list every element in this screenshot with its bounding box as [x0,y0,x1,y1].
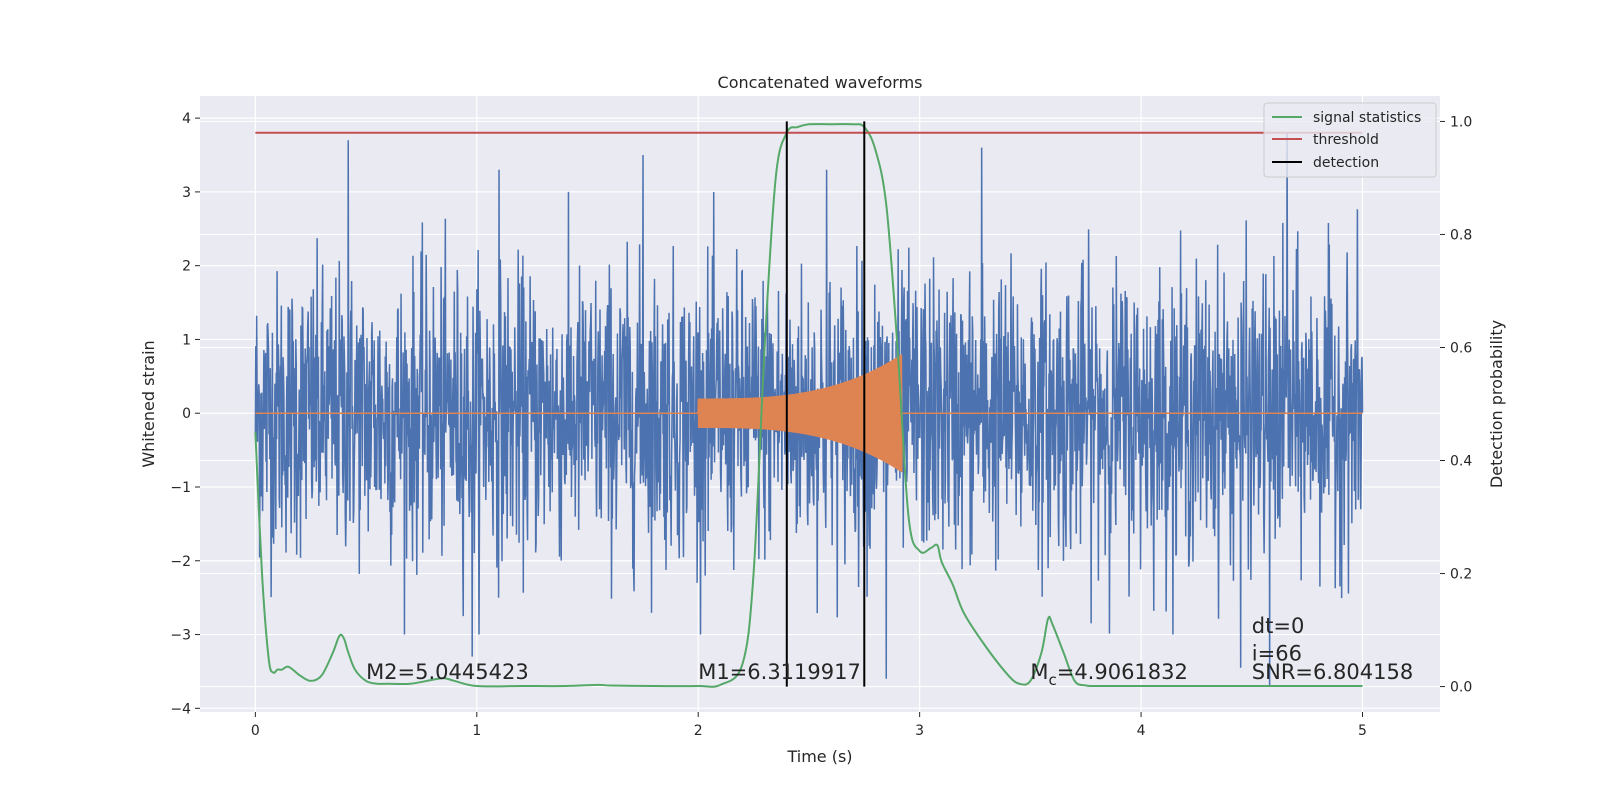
y2-axis-label: Detection probability [1487,320,1506,488]
x-tick-label: 5 [1358,723,1367,739]
x-tick-label: 3 [915,723,924,739]
annotation-dt: dt=0 [1252,614,1305,638]
y-tick-label: 2 [182,259,191,275]
y2-tick-label: 0.2 [1450,567,1472,583]
y2-tick-label: 0.6 [1450,340,1472,356]
annotation-i: i=66 [1252,641,1302,665]
y-tick-label: −3 [170,628,191,644]
annotations: M2=5.0445423 M1=6.3119917 Mc=4.9061832 dt=0… [366,614,1413,689]
x-tick-label: 1 [472,723,481,739]
template-line [255,354,1363,473]
y-tick-label: 0 [182,406,191,422]
detection-series [785,121,866,687]
annotation-mc: Mc=4.9061832 [1030,660,1188,689]
y-tick-label: 1 [182,332,191,348]
signal-statistics-series [254,123,1363,688]
legend-label-threshold: threshold [1313,132,1379,148]
y2-tick-label: 0.4 [1450,454,1472,470]
template-series [255,354,1363,473]
x-axis-label: Time (s) [786,747,852,766]
chart-title: Concatenated waveforms [718,73,923,92]
y2-tick-label: 1.0 [1450,114,1472,130]
axes: 0 1 2 3 4 5 −4 −3 −2 −1 0 1 2 3 4 0.0 0.2 0.4 0.6 0.8 1.0 [170,111,1472,739]
annotation-m2: M2=5.0445423 [366,660,529,684]
x-tick-label: 4 [1137,723,1146,739]
annotation-snr: SNR=6.804158 [1252,660,1413,684]
legend-label-detection: detection [1313,155,1379,171]
x-tick-label: 0 [251,723,260,739]
legend: signal statistics threshold detection [1263,102,1437,178]
y-axis-label: Whitened strain [139,340,158,467]
y2-tick-label: 0.0 [1450,680,1472,696]
y-tick-label: 4 [182,111,191,127]
y-tick-label: −4 [170,701,191,717]
y-tick-label: 3 [182,185,191,201]
y2-tick-label: 0.8 [1450,227,1472,243]
y-tick-label: −2 [170,554,191,570]
x-tick-label: 2 [694,723,703,739]
annotation-m1: M1=6.3119917 [698,660,861,684]
legend-label-signal-statistics: signal statistics [1313,110,1421,126]
legend-box [1263,102,1437,178]
y-tick-label: −1 [170,480,191,496]
signal-statistics-line [254,123,1363,688]
